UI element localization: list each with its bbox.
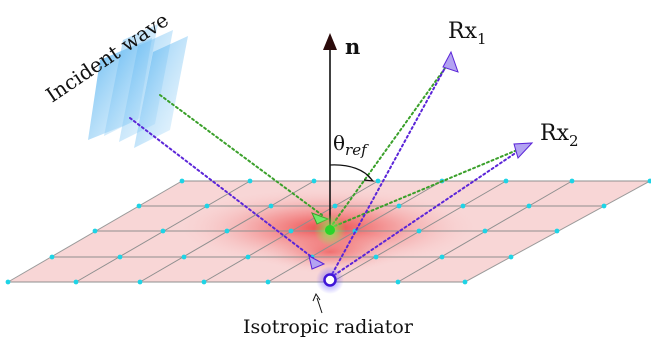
rx2-subscript: 2 [569, 132, 579, 150]
rx2-label: Rx2 [540, 121, 579, 150]
theta-symbol: θ [333, 131, 345, 155]
rx1-label: Rx1 [448, 19, 487, 48]
normal-vector [323, 33, 337, 228]
rx2-base: Rx [540, 121, 570, 146]
rx1-subscript: 1 [477, 30, 487, 48]
radiator-pointer [312, 292, 323, 314]
rx2-arrowhead-icon [513, 142, 534, 159]
normal-label: n [345, 34, 360, 59]
rx1-arrowhead-icon [442, 50, 459, 73]
theta-angle-arrowhead [363, 173, 375, 182]
incident-wave-icon [88, 24, 188, 148]
reflected-rays [329, 63, 523, 279]
incident-rays [129, 94, 323, 259]
rx1-base: Rx [448, 19, 478, 44]
isotropic-radiator-icon [316, 266, 344, 294]
theta-subscript: ref [345, 141, 369, 159]
focal-point-icon [314, 214, 346, 246]
grid-nodes [5, 178, 651, 285]
purple-incident-arrowhead-icon [308, 255, 326, 270]
radiator-label: Isotropic radiator [243, 316, 414, 338]
theta-ref-label: θref [333, 131, 369, 159]
